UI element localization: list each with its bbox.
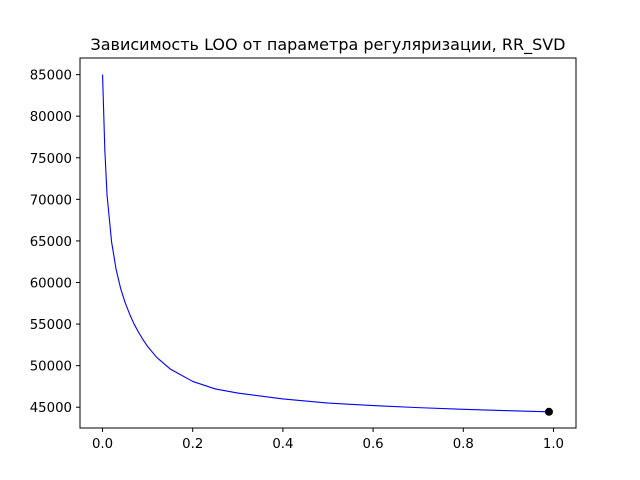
x-axis: 0.0 0.2 0.4 0.6 0.8 1.0: [92, 428, 564, 452]
minimum-point-marker-0: [544, 407, 553, 416]
x-tick-label-3: 0.6: [363, 437, 384, 452]
x-tick-label-1: 0.2: [182, 437, 203, 452]
y-axis: 45000 50000 55000 60000 65000 70000 75000 80000…: [30, 69, 80, 416]
y-tick-label-0: 45000: [30, 401, 72, 416]
x-tick-label-4: 0.8: [453, 437, 474, 452]
y-tick-label-7: 80000: [30, 110, 72, 125]
x-tick-label-5: 1.0: [543, 437, 564, 452]
x-tick-label-2: 0.4: [272, 437, 293, 452]
y-tick-label-2: 55000: [30, 318, 72, 333]
y-tick-label-4: 65000: [30, 235, 72, 250]
y-tick-label-1: 50000: [30, 360, 72, 375]
y-tick-label-3: 60000: [30, 276, 72, 291]
plot-frame: [79, 57, 577, 429]
y-tick-label-5: 70000: [30, 193, 72, 208]
x-tick-label-0: 0.0: [92, 437, 113, 452]
chart-title: Зависимость LOO от параметра регуляризац…: [90, 35, 565, 55]
marker-layer: [544, 407, 553, 416]
series-line-0: [102, 74, 549, 413]
y-tick-label-8: 85000: [30, 69, 72, 84]
series-layer: [102, 74, 549, 413]
y-tick-label-6: 75000: [30, 152, 72, 167]
